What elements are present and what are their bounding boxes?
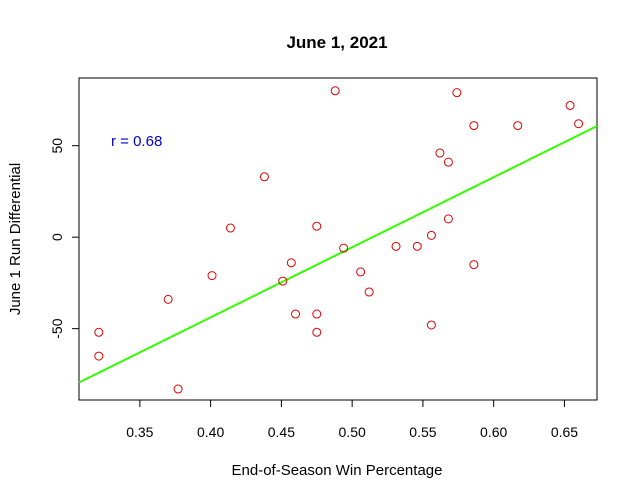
data-point	[278, 276, 288, 286]
data-point	[225, 223, 235, 233]
x-tick-label: 0.50	[339, 424, 366, 440]
data-point	[364, 287, 374, 297]
data-point	[443, 157, 453, 167]
data-point	[286, 258, 296, 268]
data-point	[312, 309, 322, 319]
data-points	[94, 86, 584, 394]
y-axis-label: June 1 Run Differential	[7, 163, 24, 315]
y-tick-label: 50	[49, 138, 65, 154]
y-tick-label: -50	[49, 318, 65, 338]
chart-title: June 1, 2021	[286, 33, 387, 52]
x-axis: 0.35 0.40 0.45 0.50 0.55 0.60 0.65	[126, 399, 578, 440]
x-tick-label: 0.65	[551, 424, 578, 440]
data-point	[452, 88, 462, 98]
data-point	[391, 241, 401, 251]
data-point	[94, 327, 104, 337]
x-tick-label: 0.35	[126, 424, 153, 440]
data-point	[312, 221, 322, 231]
y-axis: -50 0 50	[49, 138, 80, 339]
x-tick-label: 0.40	[197, 424, 224, 440]
data-point	[513, 121, 523, 131]
data-point	[574, 119, 584, 129]
data-point	[435, 148, 445, 158]
data-point	[312, 327, 322, 337]
data-point	[163, 294, 173, 304]
y-tick-label: 0	[49, 233, 65, 241]
data-point	[412, 241, 422, 251]
regression-line	[78, 125, 598, 384]
data-point	[356, 267, 366, 277]
data-point	[207, 271, 217, 281]
data-point	[291, 309, 301, 319]
data-point	[443, 214, 453, 224]
data-point	[259, 172, 269, 182]
data-point	[339, 243, 349, 253]
data-point	[426, 230, 436, 240]
x-axis-label: End-of-Season Win Percentage	[232, 462, 443, 479]
data-point	[173, 384, 183, 394]
x-tick-label: 0.55	[409, 424, 436, 440]
data-point	[330, 86, 340, 96]
data-point	[469, 260, 479, 270]
data-point	[426, 320, 436, 330]
x-tick-label: 0.45	[268, 424, 295, 440]
data-point	[565, 100, 575, 110]
plot-frame	[78, 77, 598, 401]
x-tick-label: 0.60	[480, 424, 507, 440]
data-point	[94, 351, 104, 361]
data-point	[469, 121, 479, 131]
correlation-annotation: r = 0.68	[111, 133, 162, 150]
